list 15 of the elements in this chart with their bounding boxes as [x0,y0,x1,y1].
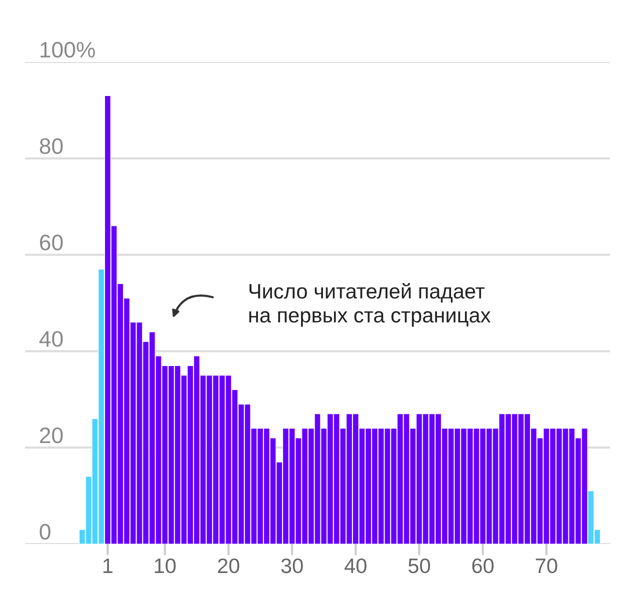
x-tick-label: 30 [281,558,303,574]
x-tick-label: 10 [154,558,176,574]
y-tick-label: 20 [40,427,63,444]
y-tick-label: 100% [40,42,95,58]
x-tick-label: 40 [344,558,366,574]
x-tick-label: 1 [103,558,112,573]
x-tick-label: 20 [218,558,240,574]
x-tick-label: 50 [408,558,430,574]
y-tick-label: 40 [39,331,63,347]
x-tick-label: 70 [536,558,558,574]
annotation: Число читателей падает на первых ста страницах [249,282,491,327]
y-tick-label: 60 [40,234,63,250]
y-tick-label: 80 [40,138,63,154]
y-tick-label: 0 [40,524,50,540]
x-tick-label: 60 [472,558,494,574]
